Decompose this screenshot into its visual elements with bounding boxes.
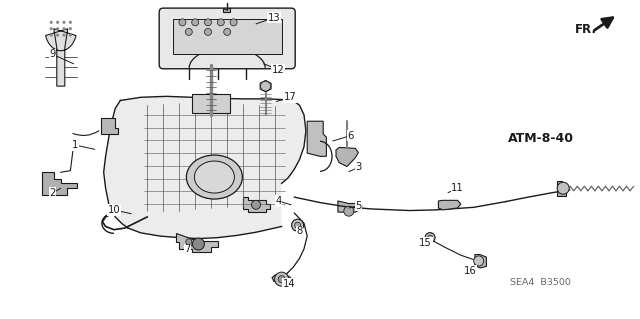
Ellipse shape [195,161,234,193]
Text: 7: 7 [184,244,191,255]
Polygon shape [338,201,362,212]
Text: 17: 17 [284,92,296,102]
Circle shape [474,256,484,266]
Text: 12: 12 [272,64,285,75]
Text: 8: 8 [296,226,303,236]
Text: 15: 15 [419,238,432,248]
Polygon shape [260,80,271,92]
Circle shape [186,239,192,245]
Circle shape [50,21,52,23]
Polygon shape [104,96,306,239]
Polygon shape [336,147,358,167]
Circle shape [292,219,303,231]
Polygon shape [475,255,486,268]
Circle shape [63,28,65,30]
Circle shape [425,233,435,243]
Circle shape [205,19,211,26]
Circle shape [344,206,354,216]
Text: FR.: FR. [575,23,596,36]
Circle shape [50,34,52,36]
Polygon shape [176,233,218,252]
Text: 3: 3 [355,162,362,173]
Circle shape [275,272,289,286]
Bar [173,19,282,54]
Text: 11: 11 [451,183,464,193]
Text: 1: 1 [72,140,79,150]
Polygon shape [272,274,291,283]
Text: 4: 4 [275,196,282,206]
Circle shape [179,19,186,26]
Polygon shape [307,121,326,156]
Circle shape [56,28,59,30]
Circle shape [69,28,72,30]
Text: SEA4  B3500: SEA4 B3500 [510,278,572,287]
Circle shape [230,19,237,26]
Text: 14: 14 [283,279,296,289]
Circle shape [69,34,72,36]
Polygon shape [243,197,270,212]
Circle shape [56,34,59,36]
Circle shape [193,238,204,250]
Polygon shape [42,172,77,195]
Circle shape [278,276,285,283]
Circle shape [224,28,230,35]
Bar [192,94,230,113]
FancyBboxPatch shape [159,8,295,69]
Text: 6: 6 [348,130,354,141]
Circle shape [428,235,433,240]
Text: ATM-8-40: ATM-8-40 [508,132,574,145]
Circle shape [218,19,224,26]
Polygon shape [101,118,118,134]
Polygon shape [557,181,566,196]
Polygon shape [45,29,76,86]
Text: 5: 5 [355,201,362,211]
Circle shape [56,21,59,23]
Circle shape [69,21,72,23]
Text: 9: 9 [49,49,56,59]
Circle shape [205,28,211,35]
Circle shape [192,19,198,26]
Circle shape [63,34,65,36]
Circle shape [63,21,65,23]
Circle shape [50,28,52,30]
Text: 10: 10 [108,205,120,215]
Text: 16: 16 [464,265,477,276]
Circle shape [252,200,260,209]
Ellipse shape [186,155,243,199]
Text: 2: 2 [49,188,56,198]
Polygon shape [223,8,230,12]
Polygon shape [438,200,461,210]
Text: 13: 13 [268,12,280,23]
Circle shape [186,28,192,35]
Circle shape [294,222,301,228]
Circle shape [557,182,569,194]
